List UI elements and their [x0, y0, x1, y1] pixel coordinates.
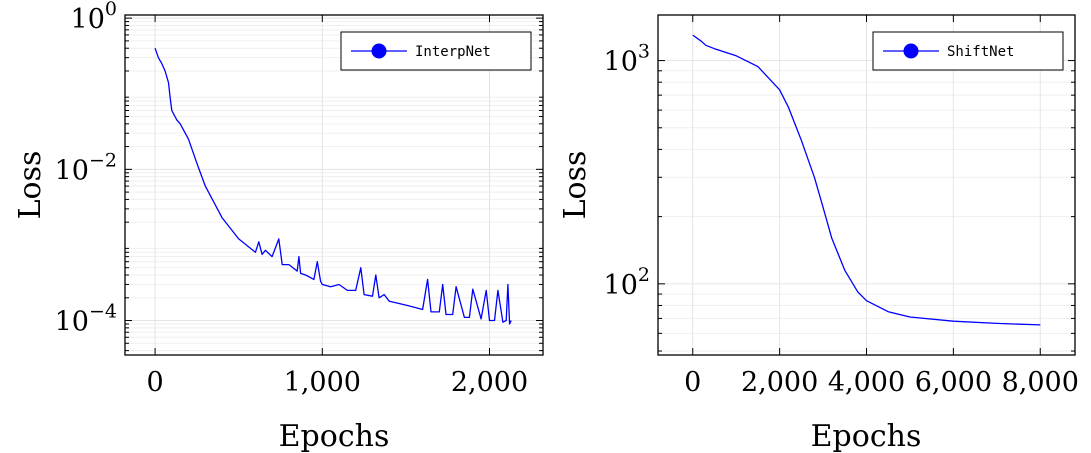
shiftnet-loss-chart: 0 2,000 4,000 6,000 8,000 103 102 Epochs Loss Shi… — [558, 14, 1079, 453]
y-axis-title: Loss — [13, 151, 48, 220]
y-tick-label: 10−2 — [55, 149, 117, 186]
series-line — [692, 34, 1041, 326]
x-tick-label: 6,000 — [915, 367, 992, 398]
x-tick-label: 2,000 — [741, 367, 818, 398]
x-tick-label: 0 — [684, 367, 701, 398]
legend-marker — [371, 43, 387, 59]
y-tick-label: 100 — [71, 0, 117, 35]
x-tick-label: 1,000 — [284, 367, 361, 398]
x-tick-label: 0 — [147, 367, 164, 398]
legend-marker — [903, 43, 919, 59]
legend-label: ShiftNet — [947, 44, 1014, 60]
x-tick-label: 8,000 — [1002, 367, 1079, 398]
interpnet-loss-chart: 0 1,000 2,000 100 10−2 10−4 Epochs Loss InterpNe… — [13, 0, 544, 453]
plot-frame — [124, 14, 544, 356]
legend-label: InterpNet — [415, 44, 491, 60]
y-tick-label: 10−4 — [55, 301, 117, 338]
x-tick-label: 2,000 — [451, 367, 528, 398]
x-tick-label: 4,000 — [828, 367, 905, 398]
series-line — [154, 47, 512, 325]
y-tick-label: 103 — [604, 41, 650, 78]
y-tick-label: 102 — [604, 264, 650, 301]
x-axis-title: Epochs — [279, 419, 390, 453]
x-axis-title: Epochs — [811, 419, 922, 453]
y-axis-title: Loss — [558, 151, 593, 220]
